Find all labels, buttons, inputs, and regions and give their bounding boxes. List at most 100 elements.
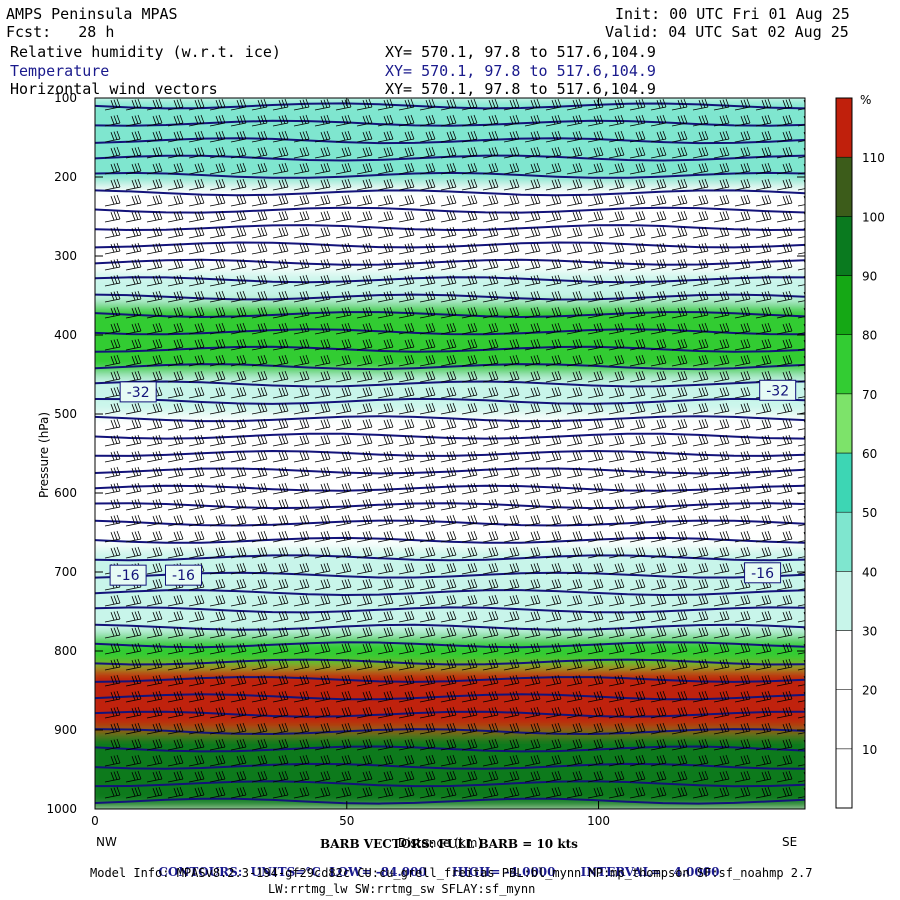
wind-barb-462: [524, 306, 541, 319]
wind-barb-1022: [146, 578, 163, 591]
wind-barb-752: [188, 450, 205, 463]
wind-barb-205: [125, 194, 142, 207]
wind-barb-1451: [587, 770, 604, 783]
wind-barb-143: [251, 162, 268, 175]
temp-contour-9: [95, 258, 805, 266]
wind-barb-1079: [629, 594, 646, 607]
wind-barb-656: [314, 402, 331, 415]
wind-barb-251: [377, 210, 394, 223]
wind-barb-436: [692, 290, 709, 303]
wind-barb-757: [293, 450, 310, 463]
wind-barb-784: [146, 466, 163, 479]
wind-barb-703: [587, 418, 604, 431]
wind-barb-395: [545, 274, 562, 287]
wind-barb-369: [713, 258, 730, 271]
wind-barb-416: [272, 290, 289, 303]
wind-barb-908: [608, 514, 625, 527]
wind-barb-1173: [461, 642, 478, 655]
wind-barb-912: [692, 514, 709, 527]
wind-barb-909: [629, 514, 646, 527]
wind-barb-459: [461, 306, 478, 319]
wind-barb-409: [125, 290, 142, 303]
wind-barb-243: [209, 210, 226, 223]
wind-barb-1426: [776, 754, 793, 767]
plot-frame: [94, 97, 806, 810]
wind-barb-1092: [188, 610, 205, 623]
wind-barb-155: [503, 162, 520, 175]
wind-barb-93: [629, 130, 646, 143]
colorbar-segment-5: [835, 452, 853, 513]
wind-barb-1336: [314, 722, 331, 735]
wind-barb-132: [734, 146, 751, 159]
wind-barb-1402: [272, 754, 289, 767]
wind-barb-1054: [104, 594, 121, 607]
wind-barb-1368: [272, 738, 289, 751]
wind-barb-778: [734, 450, 751, 463]
wind-barb-1100: [356, 610, 373, 623]
wind-barb-204: [104, 194, 121, 207]
wind-barb-434: [650, 290, 667, 303]
wind-barb-944: [650, 530, 667, 543]
wind-barb-604: [650, 370, 667, 383]
wind-barb-522: [356, 338, 373, 351]
wind-barb-432: [608, 290, 625, 303]
wind-barb-186: [440, 178, 457, 191]
wind-barb-313: [251, 242, 268, 255]
wind-barb-1002: [440, 562, 457, 575]
wind-barb-846: [734, 482, 751, 495]
wind-barb-1403: [293, 754, 310, 767]
wind-barb-566: [566, 354, 583, 367]
wind-barb-121: [503, 146, 520, 159]
wind-barb-1264: [230, 690, 247, 703]
wind-barb-650: [188, 402, 205, 415]
wind-barb-136: [104, 162, 121, 175]
wind-barb-190: [524, 178, 541, 191]
wind-barb-691: [335, 418, 352, 431]
wind-barb-1191: [125, 658, 142, 671]
wind-barb-657: [335, 402, 352, 415]
wind-barb-722: [272, 434, 289, 447]
wind-barb-1486: [608, 786, 625, 799]
wind-barb-555: [335, 354, 352, 367]
wind-barb-617: [209, 386, 226, 399]
wind-barb-682: [146, 418, 163, 431]
wind-barb-274: [146, 226, 163, 239]
wind-barb-886: [146, 514, 163, 527]
wind-barb-885: [125, 514, 142, 527]
wind-barb-149: [377, 162, 394, 175]
wind-barb-450: [272, 306, 289, 319]
wind-barb-1083: [713, 594, 730, 607]
wind-barb-705: [629, 418, 646, 431]
wind-barb-715: [125, 434, 142, 447]
wind-barb-1158: [146, 642, 163, 655]
wind-barb-323: [461, 242, 478, 255]
wind-barb-1340: [398, 722, 415, 735]
wind-barb-1214: [608, 658, 625, 671]
wind-barb-1396: [146, 754, 163, 767]
colorbar-segment-6: [835, 393, 853, 454]
wind-barb-630: [482, 386, 499, 399]
wind-barb-528: [482, 338, 499, 351]
wind-barb-1388: [692, 738, 709, 751]
wind-barb-379: [209, 274, 226, 287]
wind-barb-401: [671, 274, 688, 287]
wind-barb-485: [293, 322, 310, 335]
wind-barb-387: [377, 274, 394, 287]
wind-barb-1046: [650, 578, 667, 591]
wind-barb-1316: [608, 706, 625, 719]
wind-barb-851: [125, 498, 142, 511]
wind-barb-1183: [671, 642, 688, 655]
wind-barb-199: [713, 178, 730, 191]
wind-barb-46: [356, 114, 373, 127]
wind-barb-351: [335, 258, 352, 271]
wind-barb-1149: [671, 626, 688, 639]
wind-barb-688: [272, 418, 289, 431]
wind-barb-1320: [692, 706, 709, 719]
wind-barb-222: [482, 194, 499, 207]
wind-barb-957: [209, 546, 226, 559]
wind-barb-712: [776, 418, 793, 431]
wind-barb-964: [356, 546, 373, 559]
wind-barb-1240: [440, 674, 457, 687]
wind-barb-668: [566, 402, 583, 415]
wind-barb-1328: [146, 722, 163, 735]
